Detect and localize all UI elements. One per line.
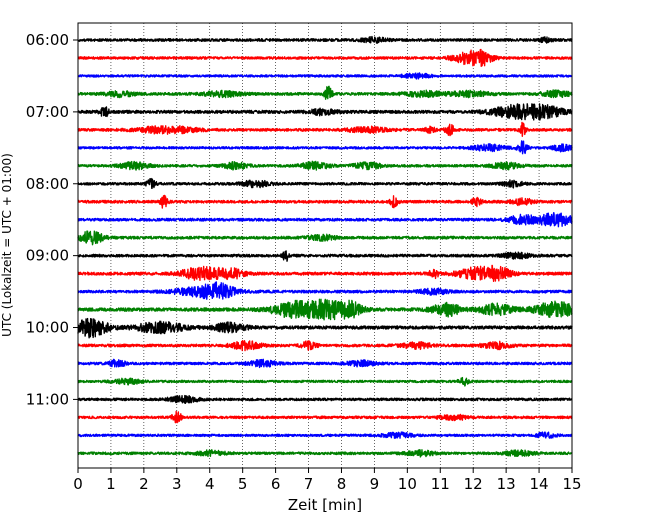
x-tick-label: 6: [271, 475, 281, 493]
x-tick-label: 2: [139, 475, 149, 493]
y-tick-label: 07:00: [26, 103, 69, 121]
seismogram-trace: [77, 35, 573, 44]
y-tick-label: 06:00: [26, 31, 69, 49]
x-tick-label: 1: [106, 475, 116, 493]
y-tick-label: 08:00: [26, 175, 69, 193]
seismogram-trace: [77, 177, 573, 190]
x-tick-label: 4: [205, 475, 215, 493]
seismogram-trace: [77, 376, 573, 387]
y-axis-ticks: 06:00 07:00 08:00 09:00 10:00 11:00: [26, 31, 78, 408]
y-tick-label: 10:00: [26, 319, 69, 337]
x-axis-ticks: 0 1 2 3 4 5 6 7 8 9 10 11 12 13 14 15: [73, 468, 582, 493]
x-tick-label: 15: [562, 475, 581, 493]
x-tick-label: 9: [370, 475, 380, 493]
seismogram-trace: [77, 48, 573, 68]
x-tick-label: 13: [497, 475, 516, 493]
y-axis-label: UTC (Lokalzeit = UTC + 01:00): [0, 153, 14, 337]
grid-lines: [110, 23, 540, 468]
seismogram-trace: [77, 85, 573, 100]
seismogram-trace: [77, 72, 573, 80]
seismogram-trace: [77, 140, 573, 155]
seismogram-trace: [77, 103, 573, 121]
x-tick-label: 14: [530, 475, 549, 493]
y-tick-label: 09:00: [26, 247, 69, 265]
seismogram-trace: [77, 281, 573, 300]
seismogram-trace: [77, 431, 573, 439]
y-tick-label: 11:00: [26, 390, 69, 408]
seismogram-trace: [77, 410, 573, 424]
seismogram-trace: [77, 449, 573, 458]
x-tick-label: 0: [73, 475, 83, 493]
seismogram-trace: [77, 160, 573, 171]
seismogram-trace: [77, 211, 573, 228]
x-tick-label: 11: [431, 475, 450, 493]
seismogram-trace: [77, 250, 573, 262]
x-axis-label: Zeit [min]: [288, 496, 362, 514]
x-tick-label: 5: [238, 475, 248, 493]
seismogram-trace: [77, 194, 573, 209]
seismogram-trace: [77, 230, 573, 246]
seismogram-trace: [77, 358, 573, 369]
x-tick-label: 7: [304, 475, 314, 493]
seismogram-trace: [77, 317, 573, 339]
seismogram-trace: [77, 298, 573, 321]
trace-lines: [77, 35, 573, 458]
x-tick-label: 3: [172, 475, 182, 493]
seismogram-trace: [77, 394, 573, 405]
x-tick-label: 10: [398, 475, 417, 493]
seismogram-trace: [77, 339, 573, 352]
seismogram-trace: [77, 264, 573, 282]
plot-frame: [77, 22, 573, 469]
x-tick-label: 12: [464, 475, 483, 493]
seismogram-trace: [77, 121, 573, 137]
x-tick-label: 8: [337, 475, 347, 493]
